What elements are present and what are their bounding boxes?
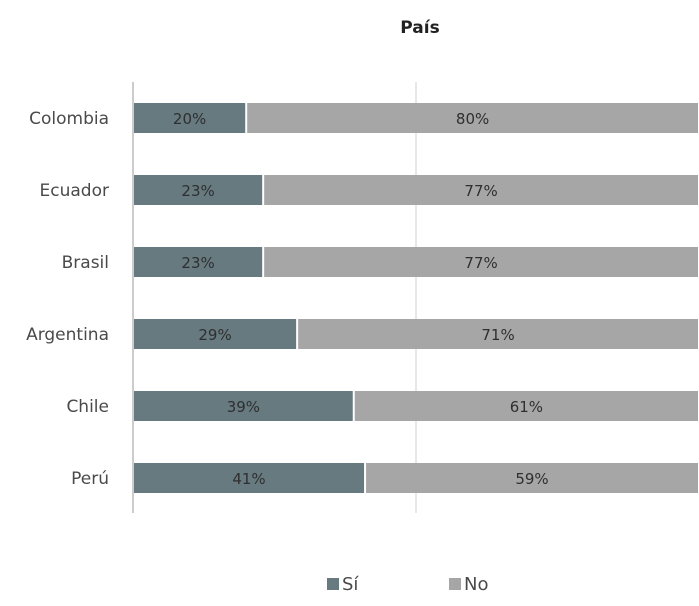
legend-label: Sí <box>342 574 359 595</box>
legend: Sí No <box>327 574 488 595</box>
value-label: 71% <box>481 326 514 344</box>
bar-segment <box>366 463 698 493</box>
value-label: 77% <box>464 182 497 200</box>
bar-segment <box>247 103 698 133</box>
grid-layer <box>132 82 417 513</box>
bar-segment <box>354 391 698 421</box>
value-label: 29% <box>198 326 231 344</box>
value-label: 59% <box>515 470 548 488</box>
bar-segment <box>264 175 698 205</box>
bar-segment <box>134 103 246 133</box>
bar-segment <box>298 319 698 349</box>
chart-title: País <box>400 18 439 38</box>
bar-segment <box>134 391 353 421</box>
category-label: Perú <box>71 469 109 489</box>
value-label: 23% <box>181 254 214 272</box>
category-label: Argentina <box>26 325 109 345</box>
bar-segment <box>264 247 698 277</box>
bars-layer <box>134 103 698 493</box>
value-label: 23% <box>181 182 214 200</box>
value-label: 61% <box>510 398 543 416</box>
legend-label: No <box>464 574 488 595</box>
bar-segment <box>134 319 297 349</box>
labels-layer: Colombia 20% 80% Ecuador 23% 77% Brasil 23% 77% A… <box>26 109 549 489</box>
bar-segment <box>134 247 263 277</box>
category-label: Colombia <box>29 109 109 129</box>
legend-swatch <box>327 578 339 590</box>
bar-segment <box>134 463 365 493</box>
value-label: 41% <box>232 470 265 488</box>
category-label: Chile <box>66 397 109 417</box>
value-label: 20% <box>173 110 206 128</box>
category-label: Ecuador <box>40 181 109 201</box>
legend-swatch <box>449 578 461 590</box>
category-label: Brasil <box>62 253 109 273</box>
value-label: 77% <box>464 254 497 272</box>
bar-segment <box>134 175 263 205</box>
value-label: 39% <box>227 398 260 416</box>
value-label: 80% <box>456 110 489 128</box>
